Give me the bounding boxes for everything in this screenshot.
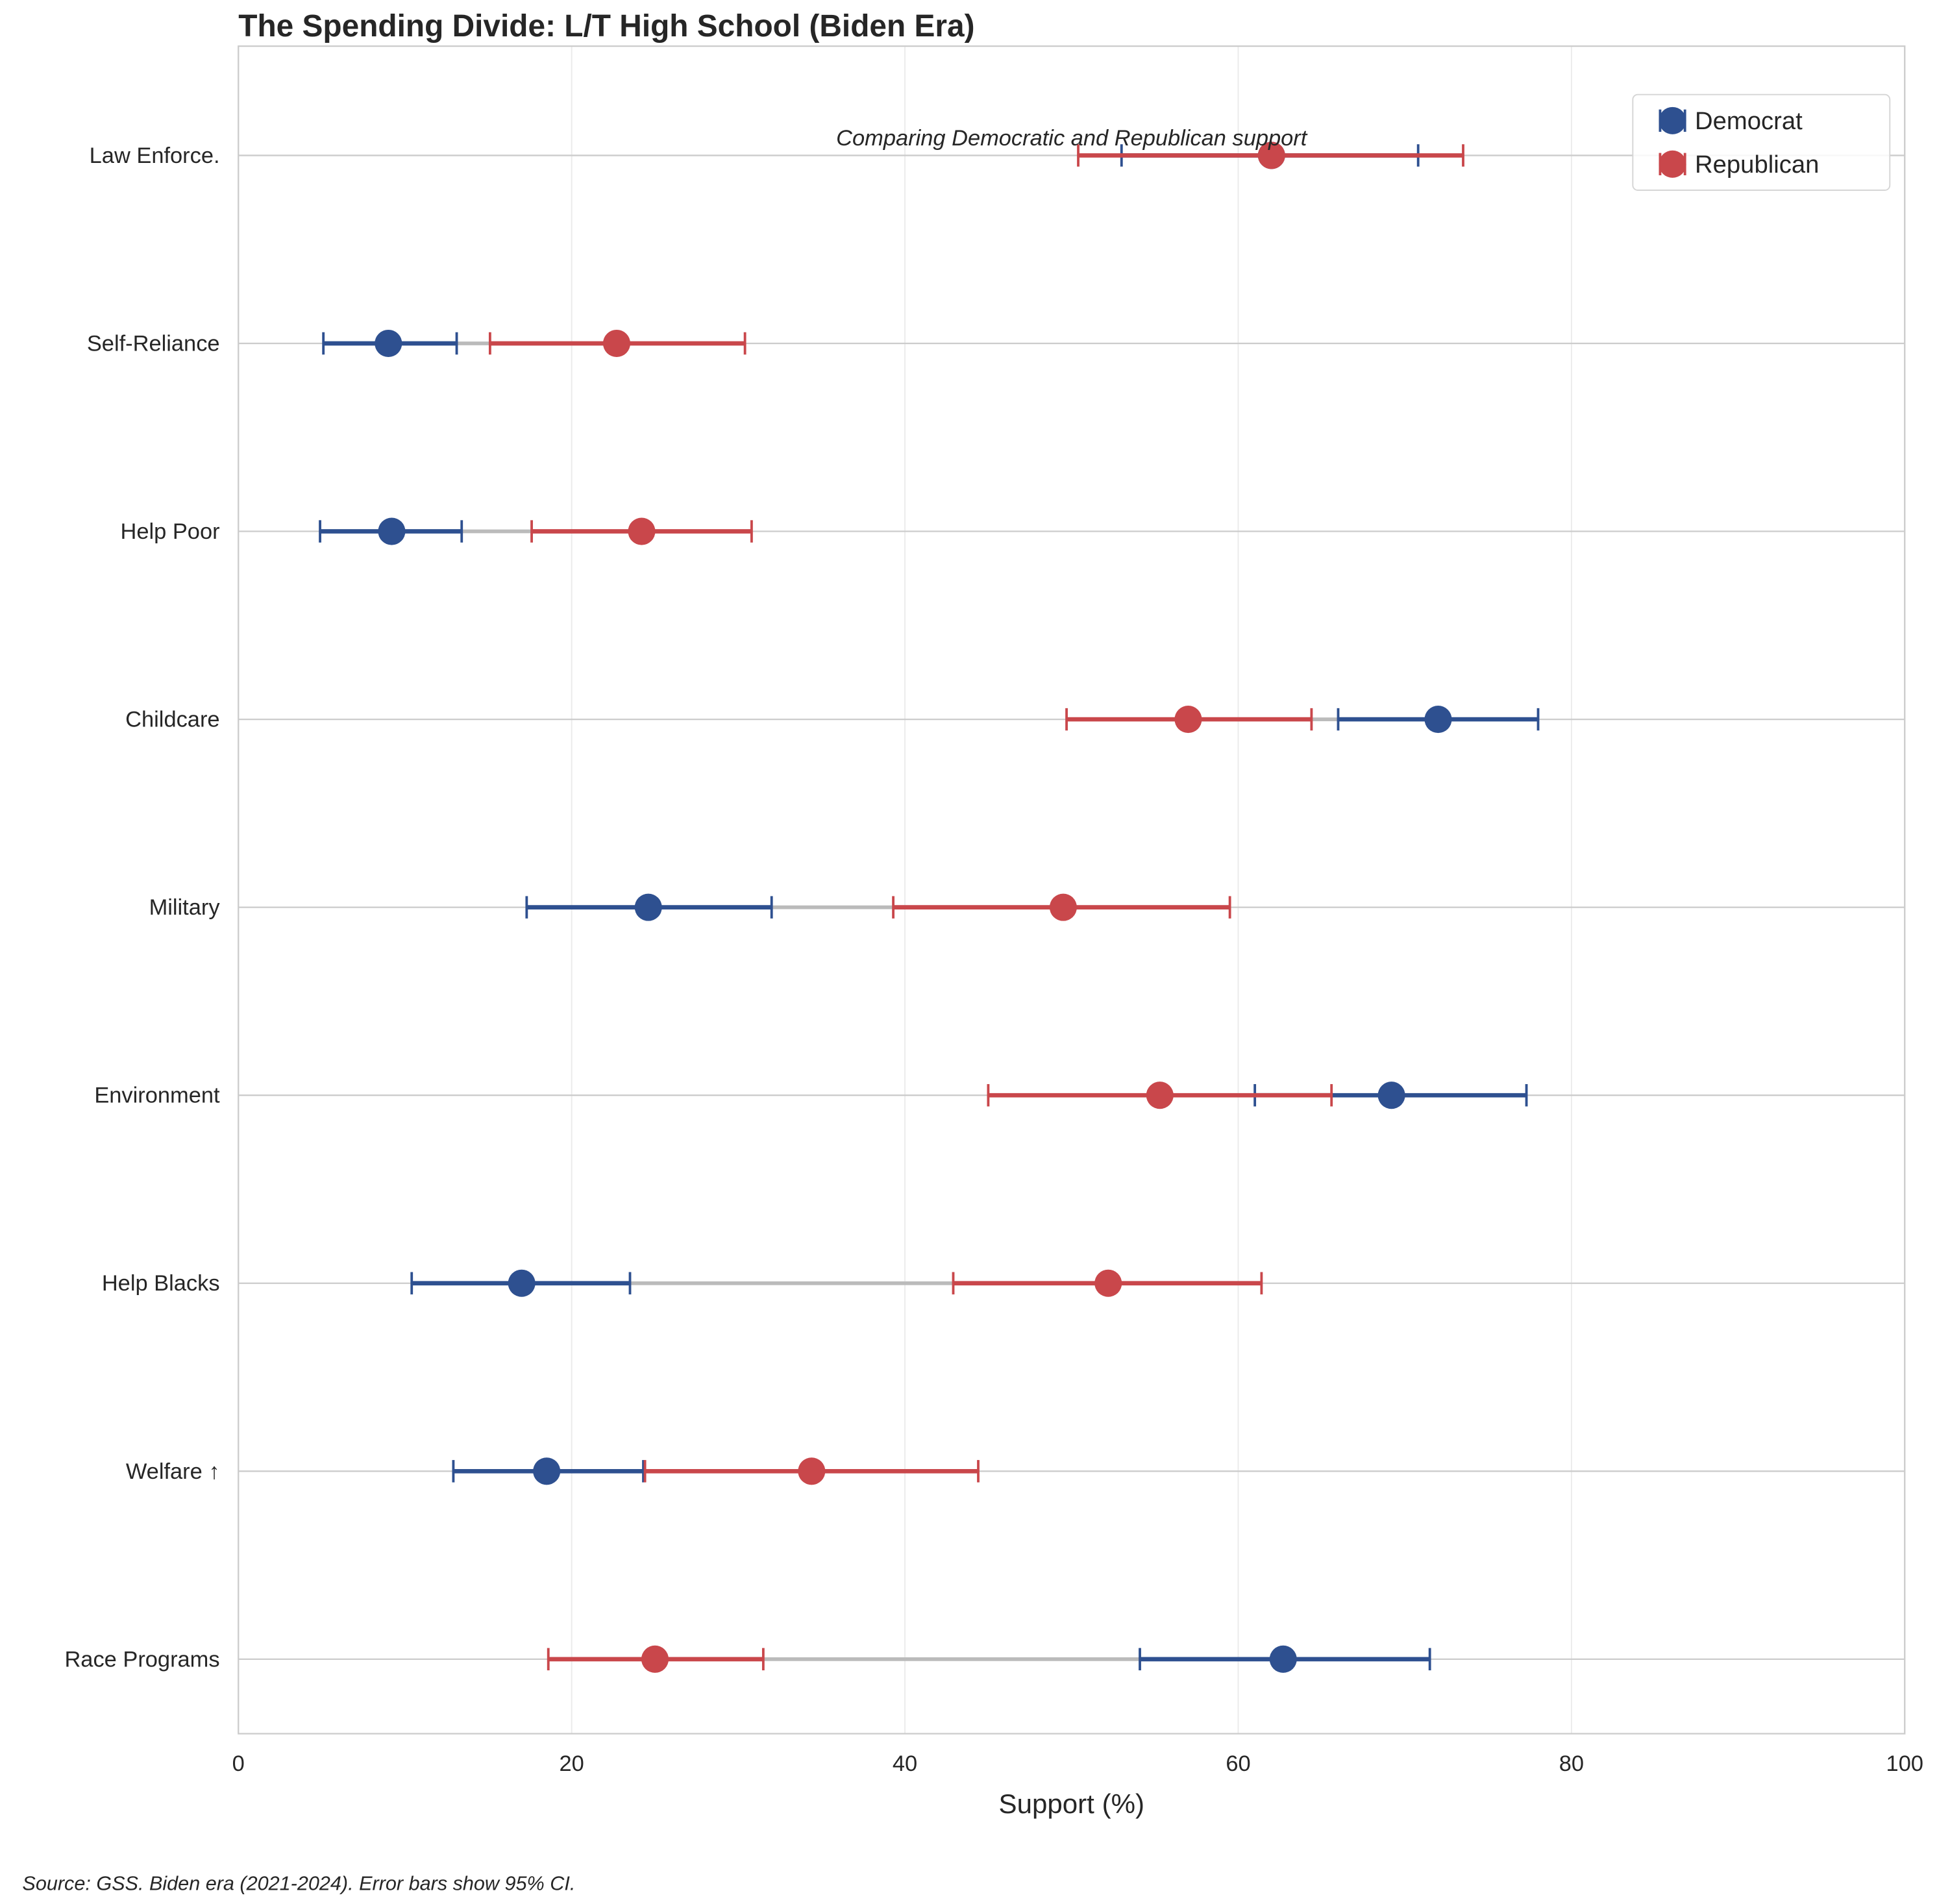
data-marker (634, 893, 662, 921)
data-point-republican (892, 893, 1231, 921)
data-marker (1174, 706, 1202, 734)
data-point-republican (987, 1082, 1333, 1109)
x-axis-label: Support (%) (999, 1788, 1145, 1819)
data-marker (508, 1269, 536, 1297)
rows (319, 142, 1540, 1673)
data-marker (1094, 1269, 1122, 1297)
x-tick-label: 100 (1886, 1751, 1923, 1776)
y-tick-label: Military (149, 895, 221, 920)
data-point-republican (547, 1645, 765, 1673)
data-marker (628, 517, 656, 545)
plot-frame (238, 45, 1906, 1735)
x-tick-label: 20 (560, 1751, 584, 1776)
data-marker (1269, 1645, 1297, 1673)
data-point-democrat (452, 1457, 645, 1485)
data-point-democrat (525, 893, 773, 921)
data-marker (533, 1457, 561, 1485)
y-tick-label: Welfare ↑ (126, 1459, 220, 1484)
data-marker (1049, 893, 1077, 921)
x-tick-label: 40 (893, 1751, 917, 1776)
data-marker (1146, 1082, 1174, 1109)
x-tick-label: 80 (1559, 1751, 1584, 1776)
x-ticks: 0 20 40 60 80 100 Law Enforce. Self-Reliance Hel… (64, 143, 1923, 1776)
y-tick-label: Help Blacks (102, 1271, 220, 1296)
data-marker (1424, 706, 1452, 734)
data-marker (602, 329, 631, 358)
data-marker (375, 329, 402, 358)
data-point-democrat (410, 1269, 632, 1297)
y-tick-label: Self-Reliance (87, 331, 220, 356)
data-point-republican (952, 1269, 1263, 1297)
y-tick-label: Childcare (125, 708, 219, 732)
data-point-democrat (319, 517, 463, 545)
data-marker (798, 1457, 826, 1485)
legend-frame (1632, 93, 1891, 191)
legend-label: Republican (1695, 151, 1819, 179)
x-tick-label: 60 (1226, 1751, 1250, 1776)
chart-title: The Spending Divide: L/T High School (Bi… (238, 9, 974, 43)
data-point-republican (488, 329, 746, 358)
data-point-republican (530, 517, 753, 545)
data-point-democrat (322, 329, 458, 358)
y-tick-label: Law Enforce. (90, 143, 220, 168)
data-marker (1257, 142, 1285, 169)
legend-marker-icon (1659, 150, 1686, 178)
legend-marker-icon (1659, 106, 1686, 134)
legend-label: Democrat (1695, 107, 1803, 135)
y-tick-label: Environment (94, 1083, 220, 1108)
footnote: Source: GSS. Biden era (2021-2024). Erro… (22, 1873, 575, 1895)
data-point-republican (643, 1457, 980, 1485)
x-tick-label: 0 (232, 1751, 245, 1776)
data-marker (641, 1645, 669, 1673)
data-point-democrat (1139, 1645, 1431, 1673)
data-point-republican (1065, 706, 1313, 734)
data-marker (1377, 1082, 1405, 1109)
data-point-democrat (1337, 706, 1540, 734)
y-tick-label: Help Poor (120, 519, 219, 544)
chart-subtitle: Comparing Democratic and Republican supp… (836, 126, 1308, 151)
y-tick-label: Race Programs (64, 1647, 219, 1672)
data-point-republican (1077, 142, 1464, 169)
data-marker (378, 517, 406, 545)
legend: Democrat Republican (1632, 93, 1891, 191)
